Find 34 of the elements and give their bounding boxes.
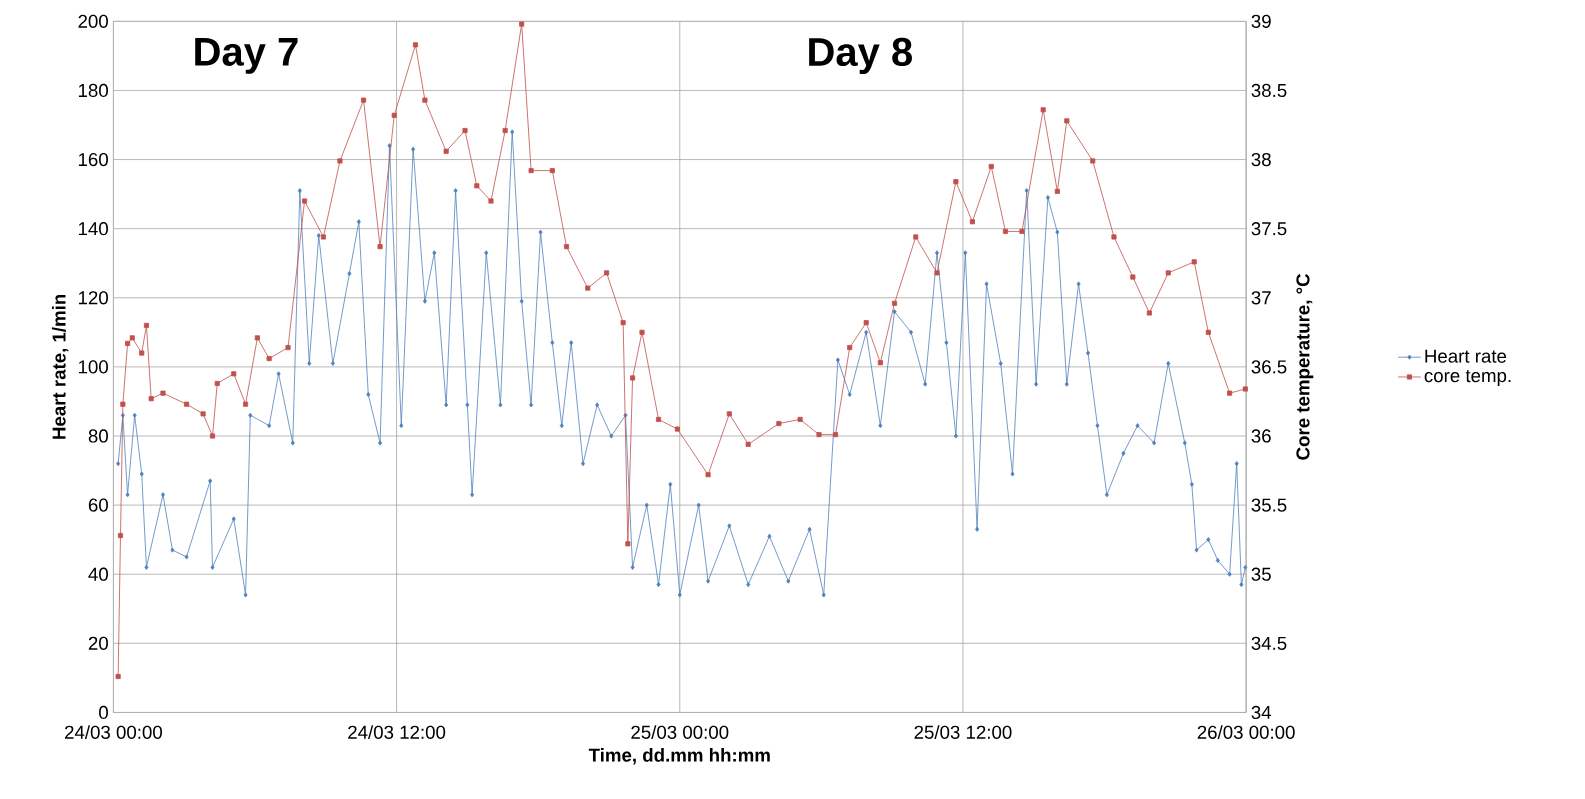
y-tick-label: 140 [78, 221, 108, 236]
y-tick-label: 120 [78, 291, 108, 305]
y-tick-label: 180 [78, 83, 108, 97]
y2-tick-label: 34.5 [1251, 636, 1287, 650]
x-tick-label: 25/03 12:00 [914, 725, 1012, 739]
y2-tick-label: 38 [1251, 152, 1271, 167]
x-tick-label: 24/03 12:00 [348, 725, 446, 739]
y-tick-label: 80 [88, 429, 108, 443]
y-tick-label: 20 [88, 636, 108, 650]
y-tick-label: 160 [78, 152, 108, 167]
y2-tick-label: 36 [1251, 429, 1271, 443]
y2-tick-label: 37.5 [1251, 221, 1287, 236]
y2-tick-label: 36.5 [1251, 360, 1287, 374]
y2-tick-label: 35 [1251, 567, 1271, 581]
y-tick-label: 200 [78, 14, 108, 28]
annotation: Day 7 [195, 37, 298, 74]
x-tick-label: 24/03 00:00 [65, 725, 162, 739]
y-axis-title: Heart rate, 1/min [51, 294, 69, 439]
y2-tick-label: 35.5 [1251, 498, 1287, 512]
y2-tick-label: 38.5 [1251, 83, 1287, 97]
y2-axis-title: Core temperature, °C [1296, 273, 1314, 460]
x-tick-label: 25/03 00:00 [631, 725, 729, 739]
annotation: Day 8 [809, 37, 912, 74]
y2-tick-label: 37 [1251, 291, 1271, 305]
y-tick-label: 60 [88, 498, 108, 512]
legend-label: Heart rate [1425, 349, 1507, 363]
y2-tick-label: 39 [1251, 14, 1271, 28]
x-axis-title: Time, dd.mm hh:mm [588, 747, 770, 765]
y-tick-label: 40 [88, 567, 108, 581]
legend-label: core temp. [1424, 369, 1511, 386]
y-tick-label: 0 [99, 705, 108, 719]
y2-tick-label: 34 [1251, 705, 1272, 719]
y-tick-label: 100 [78, 360, 108, 374]
x-tick-label: 26/03 00:00 [1197, 725, 1295, 739]
